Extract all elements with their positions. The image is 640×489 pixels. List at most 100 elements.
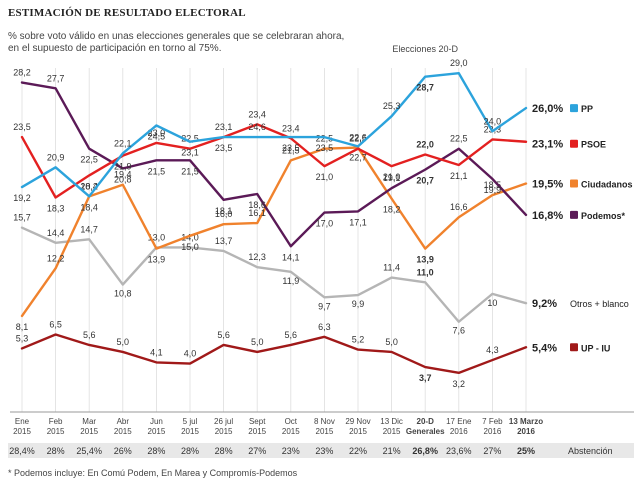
data-label: 5,3 (16, 333, 29, 343)
data-label: 23,5 (13, 122, 31, 132)
data-label: 22,7 (349, 152, 367, 162)
data-label: 16,1 (248, 208, 266, 218)
abstencion-value: 25,4% (76, 446, 102, 456)
gridlines (21, 68, 527, 412)
x-tick-label: 2015 (215, 427, 233, 436)
x-tick-label: 2015 (13, 427, 31, 436)
data-label: 21,0 (316, 172, 334, 182)
data-label: 15,7 (13, 213, 31, 223)
legend-label: UP - IU (581, 343, 610, 353)
up-iu-logo-icon (570, 343, 578, 352)
end-value-label: 23,1% (532, 139, 563, 151)
data-label: 19,9 (484, 185, 502, 195)
data-label: 18,3 (47, 203, 65, 213)
legend-label: Otros + blanco (570, 299, 629, 309)
x-tick-label: 2016 (450, 427, 468, 436)
data-label: 18,6 (248, 200, 266, 210)
data-label: 5,0 (117, 337, 130, 347)
footnote: * Podemos incluye: En Comú Podem, En Mar… (8, 468, 298, 478)
subtitle-line-2: en el supuesto de participación en torno… (8, 43, 222, 54)
data-label: 5,6 (83, 330, 96, 340)
x-tick-label: 2015 (47, 427, 65, 436)
data-label: 4,0 (184, 349, 197, 359)
abstencion-value: 27% (483, 446, 501, 456)
series-psoe: 23,5 18,3 20,2 21,9 23,0 22,5 23,1 23,4 23,4 21,0… (13, 109, 606, 213)
x-tick-label: 8 Nov (314, 417, 335, 426)
data-label: 27,7 (47, 73, 65, 83)
data-label: 3,7 (419, 373, 432, 383)
x-tick-label: 17 Ene (446, 417, 472, 426)
abstencion-value: 21% (383, 446, 401, 456)
data-label: 18,2 (383, 205, 401, 215)
data-label: 11,0 (417, 267, 434, 277)
x-tick-label: 13 Marzo (509, 417, 543, 426)
series-ciudadanos: 8,112,218,419,413,915,016,0 16,121,522,5 2… (16, 133, 633, 332)
abstencion-value: 28,4% (9, 446, 35, 456)
data-label: 6,3 (318, 322, 331, 332)
data-label: 21,9 (114, 162, 132, 172)
chart-title: ESTIMACIÓN DE RESULTADO ELECTORAL (8, 7, 246, 19)
legend-label: PSOE (581, 140, 606, 150)
data-label: 9,9 (352, 299, 365, 309)
data-label: 23,0 (148, 128, 166, 138)
series-line (20, 146, 528, 318)
end-value-label: 26,0% (532, 103, 563, 115)
x-tick-label: Feb (49, 417, 63, 426)
data-label: 13,9 (148, 255, 166, 265)
series-up-iu: 5,3 6,5 5,6 5,0 4,1 4,0 5,6 5,0 5,6 6,3 5,2 5,0 3,7 3… (16, 320, 611, 389)
abstencion-value: 26% (114, 446, 132, 456)
data-label: 12,3 (248, 252, 266, 262)
data-label: 17,0 (316, 219, 334, 229)
psoe-logo-icon (570, 139, 578, 148)
data-label: 16,0 (215, 209, 233, 219)
data-label: 4,1 (150, 347, 163, 357)
data-label: 24,6 (248, 122, 266, 132)
data-label: 28,2 (13, 68, 31, 78)
abstencion-value: 28% (181, 446, 199, 456)
legend-label: Ciudadanos (581, 180, 633, 190)
subtitle-line-1: % sobre voto válido en unas elecciones g… (8, 31, 345, 42)
data-label: 14,0 (181, 232, 199, 242)
abstencion-value: 28% (47, 446, 65, 456)
data-label: 23,4 (282, 123, 300, 133)
abstencion-value: 23,6% (446, 446, 472, 456)
chart-subtitle: % sobre voto válido en unas elecciones g… (8, 31, 348, 55)
end-value-label: 5,4% (532, 342, 557, 354)
abstencion-row: 28,4% 28% 25,4% 26% 28% 28% 28% 27% 23% 23% 22% 21%… (8, 443, 634, 458)
x-tick-label: 2015 (383, 427, 401, 436)
data-label: 4,3 (486, 345, 499, 355)
podemos-logo-icon (570, 210, 578, 219)
data-label: 21,1 (450, 171, 468, 181)
x-tick-label: 2016 (517, 427, 535, 436)
data-label: 13,0 (148, 232, 166, 242)
data-label: 17,1 (349, 217, 367, 227)
series-line (20, 226, 528, 323)
data-label: 5,0 (385, 337, 398, 347)
data-label: 22,5 (316, 134, 334, 144)
data-label: 5,6 (217, 330, 230, 340)
x-tick-label: 29 Nov (345, 417, 370, 426)
pp-logo-icon (570, 104, 578, 113)
data-label: 20,8 (114, 174, 132, 184)
x-tick-label: Abr (117, 417, 130, 426)
data-label: 18,4 (80, 181, 98, 191)
data-label: 22,5 (181, 134, 199, 144)
end-value-label: 9,2% (532, 298, 557, 310)
data-label: 20,7 (416, 176, 434, 186)
data-label: 10 (487, 298, 497, 308)
data-label: 22,5 (80, 155, 98, 165)
x-tick-label: 5 jul (183, 417, 198, 426)
series-line (20, 333, 528, 375)
x-tick-label: 7 Feb (482, 417, 503, 426)
data-label: 19,4 (114, 170, 132, 180)
data-label: 22,5 (349, 134, 367, 144)
data-label: 20,9 (47, 152, 65, 162)
x-tick-label: 2015 (148, 427, 166, 436)
data-label: 3,2 (453, 379, 466, 389)
data-label: 22,1 (114, 138, 132, 148)
series-pp: 19,2 20,9 18,4 22,1 24,5 23,1 23,5 24,6 23,5 23,5… (13, 58, 593, 212)
data-label: 11,4 (383, 263, 400, 273)
data-label: 9,7 (318, 301, 331, 311)
legend-label: Podemos* (581, 211, 626, 221)
